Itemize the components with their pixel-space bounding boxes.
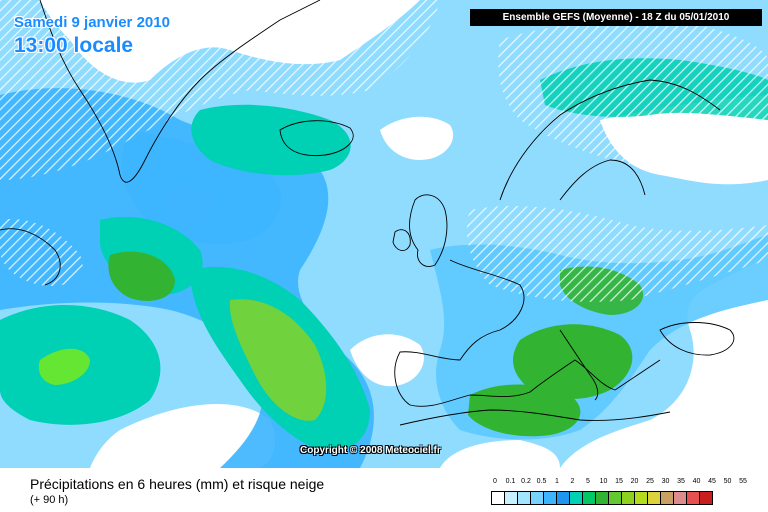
legend-color-swatch [647, 491, 661, 505]
legend-color-swatch [595, 491, 609, 505]
forecast-date: Samedi 9 janvier 2010 [14, 14, 170, 31]
forecast-time: 13:00 locale [14, 34, 134, 57]
legend-tick-label: 2 [570, 478, 575, 485]
forecast-lead-time: (+ 90 h) [30, 494, 69, 506]
legend-color-swatch [504, 491, 518, 505]
legend-tick-label: 50 [723, 478, 732, 485]
coast-british-isles [392, 194, 448, 267]
legend-color-swatch [673, 491, 687, 505]
legend-color-swatch [660, 491, 674, 505]
coastlines [0, 0, 735, 426]
legend-color-swatch [621, 491, 635, 505]
snow-risk-central-europe [466, 205, 768, 302]
dry-area-iberia [350, 334, 424, 387]
legend-tick-label: 55 [739, 478, 747, 485]
legend-tick-label: 25 [646, 478, 654, 485]
legend-color-swatch [530, 491, 544, 505]
legend-tick-label: 0.1 [505, 478, 516, 485]
legend-tick-labels: 0 0.1 0.2 0.5 1 2 5 10 15 20 25 30 35 40 45 50 55 [491, 478, 755, 490]
legend-color-boxes [491, 491, 755, 505]
dry-area-atlantic-south [90, 403, 276, 468]
legend-color-swatch [517, 491, 531, 505]
precip-yellowgreen-atlantic [229, 299, 327, 421]
coast-italy [559, 329, 599, 401]
legend-color-swatch [634, 491, 648, 505]
legend-tick-label: 10 [599, 478, 608, 485]
legend-color-swatch [491, 491, 505, 505]
coast-iceland [279, 120, 354, 157]
legend-color-swatch [543, 491, 557, 505]
legend-tick-label: 1 [555, 478, 559, 485]
legend-tick-label: 20 [630, 478, 639, 485]
precip-green-iceland [191, 104, 351, 176]
legend-tick-label: 0 [493, 478, 497, 485]
snow-risk-labrador [0, 219, 83, 286]
dry-area-east-europe [560, 95, 768, 468]
snow-risk-scandinavia [498, 20, 768, 176]
model-run-label: Ensemble GEFS (Moyenne) - 18 Z du 05/01/… [470, 9, 762, 26]
legend-color-swatch [556, 491, 570, 505]
legend-tick-label: 5 [586, 478, 590, 485]
legend-tick-label: 0.2 [521, 478, 531, 485]
legend-tick-label: 30 [661, 478, 670, 485]
legend-color-swatch [699, 491, 713, 505]
coast-black-sea [659, 322, 735, 356]
legend-color-swatch [686, 491, 700, 505]
legend-tick-label: 40 [692, 478, 701, 485]
map-caption: Précipitations en 6 heures (mm) et risqu… [30, 476, 325, 492]
snow-risk-greenland [0, 0, 440, 180]
coast-greenland [39, 0, 321, 183]
dry-area-north-africa [440, 440, 560, 468]
coast-scandinavia [499, 79, 721, 201]
precip-legend: 0 0.1 0.2 0.5 1 2 5 10 15 20 25 30 35 40 45 50 55 [491, 478, 755, 508]
precip-bright-green-spot [38, 348, 90, 385]
legend-tick-label: 15 [615, 478, 623, 485]
dry-area-north-sea [380, 116, 454, 160]
legend-color-swatch [582, 491, 596, 505]
precip-green-west-atlantic-n [108, 251, 175, 301]
precip-green-med [468, 384, 581, 437]
legend-tick-label: 35 [677, 478, 685, 485]
coast-north-america [0, 228, 61, 286]
legend-tick-label: 45 [708, 478, 716, 485]
precipitation-map [0, 0, 768, 468]
legend-tick-label: 0.5 [536, 478, 547, 485]
coast-north-africa [399, 409, 671, 426]
legend-color-swatch [608, 491, 622, 505]
precip-band-blue-north [121, 130, 281, 245]
legend-color-swatch [569, 491, 583, 505]
copyright-text: Copyright © 2008 Meteociel.fr [300, 445, 441, 456]
